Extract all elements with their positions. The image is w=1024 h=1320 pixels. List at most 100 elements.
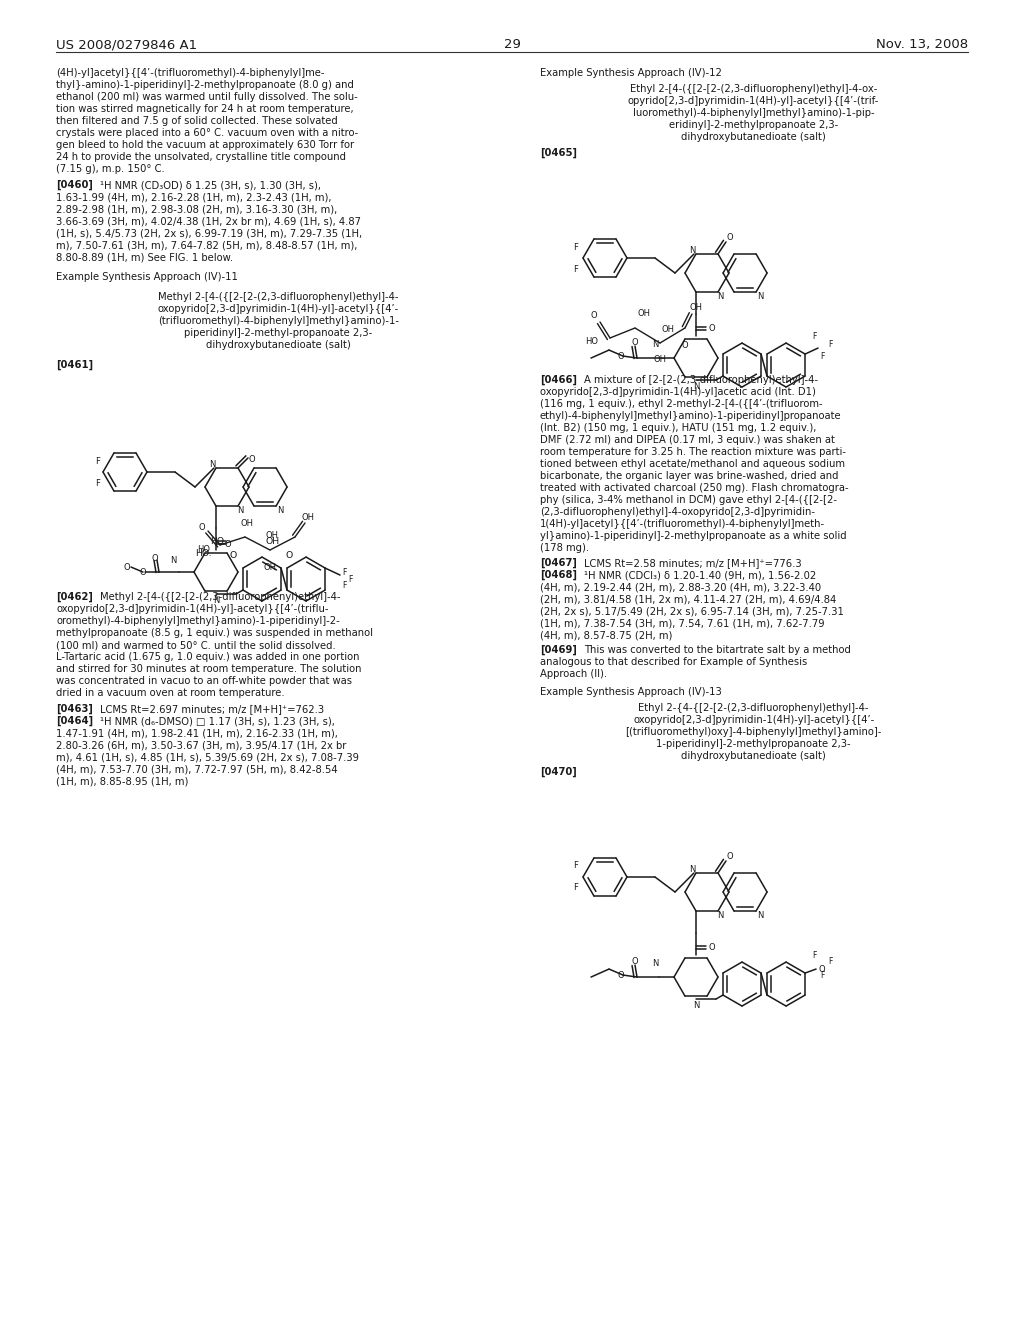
Text: N: N <box>276 506 284 515</box>
Text: dihydroxybutanedioate (salt): dihydroxybutanedioate (salt) <box>681 132 826 143</box>
Text: (1H, m), 8.85-8.95 (1H, m): (1H, m), 8.85-8.95 (1H, m) <box>56 776 188 785</box>
Text: [0461]: [0461] <box>56 360 93 371</box>
Text: F: F <box>573 264 579 273</box>
Text: [0466]: [0466] <box>540 375 577 385</box>
Text: piperidinyl]-2-methyl-propanoate 2,3-: piperidinyl]-2-methyl-propanoate 2,3- <box>184 327 373 338</box>
Text: [0463]: [0463] <box>56 704 93 714</box>
Text: (116 mg, 1 equiv.), ethyl 2-methyl-2-[4-({[4’-(trifluorom-: (116 mg, 1 equiv.), ethyl 2-methyl-2-[4-… <box>540 399 822 409</box>
Text: and stirred for 30 minutes at room temperature. The solution: and stirred for 30 minutes at room tempe… <box>56 664 361 675</box>
Text: F: F <box>820 351 824 360</box>
Text: O: O <box>249 455 255 465</box>
Text: O: O <box>727 853 733 862</box>
Text: dihydroxybutanedioate (salt): dihydroxybutanedioate (salt) <box>206 341 350 350</box>
Text: m), 7.50-7.61 (3H, m), 7.64-7.82 (5H, m), 8.48-8.57 (1H, m),: m), 7.50-7.61 (3H, m), 7.64-7.82 (5H, m)… <box>56 240 357 249</box>
Text: O: O <box>617 970 625 979</box>
Text: ¹H NMR (CDCl₃) δ 1.20-1.40 (9H, m), 1.56-2.02: ¹H NMR (CDCl₃) δ 1.20-1.40 (9H, m), 1.56… <box>584 570 816 579</box>
Text: O: O <box>727 234 733 243</box>
Text: [0470]: [0470] <box>540 767 577 777</box>
Text: oxopyrido[2,3-d]pyrimidin-1(4H)-yl]acetic acid (Int. D1): oxopyrido[2,3-d]pyrimidin-1(4H)-yl]aceti… <box>540 387 815 397</box>
Text: OH: OH <box>637 309 650 318</box>
Text: N: N <box>717 911 723 920</box>
Text: methylpropanoate (8.5 g, 1 equiv.) was suspended in methanol: methylpropanoate (8.5 g, 1 equiv.) was s… <box>56 628 374 638</box>
Text: N: N <box>170 556 176 565</box>
Text: 1.47-1.91 (4H, m), 1.98-2.41 (1H, m), 2.16-2.33 (1H, m),: 1.47-1.91 (4H, m), 1.98-2.41 (1H, m), 2.… <box>56 729 338 738</box>
Text: 1(4H)-yl]acetyl}{[4’-(trifluoromethyl)-4-biphenylyl]meth-: 1(4H)-yl]acetyl}{[4’-(trifluoromethyl)-4… <box>540 519 824 529</box>
Text: [0465]: [0465] <box>540 148 577 158</box>
Text: N: N <box>689 866 695 874</box>
Text: O: O <box>230 550 238 560</box>
Text: (4H, m), 7.53-7.70 (3H, m), 7.72-7.97 (5H, m), 8.42-8.54: (4H, m), 7.53-7.70 (3H, m), 7.72-7.97 (5… <box>56 764 338 774</box>
Text: N: N <box>693 1001 699 1010</box>
Text: Example Synthesis Approach (IV)-13: Example Synthesis Approach (IV)-13 <box>540 686 721 697</box>
Text: bicarbonate, the organic layer was brine-washed, dried and: bicarbonate, the organic layer was brine… <box>540 471 839 480</box>
Text: (trifluoromethyl)-4-biphenylyl]methyl}amino)-1-: (trifluoromethyl)-4-biphenylyl]methyl}am… <box>158 315 398 326</box>
Text: OH: OH <box>241 519 254 528</box>
Text: F: F <box>95 457 100 466</box>
Text: [0462]: [0462] <box>56 591 93 602</box>
Text: DMF (2.72 ml) and DIPEA (0.17 ml, 3 equiv.) was shaken at: DMF (2.72 ml) and DIPEA (0.17 ml, 3 equi… <box>540 436 835 445</box>
Text: yl}amino)-1-piperidinyl]-2-methylpropanoate as a white solid: yl}amino)-1-piperidinyl]-2-methylpropano… <box>540 531 846 541</box>
Text: Ethyl 2-[4-({[2-[2-(2,3-difluorophenyl)ethyl]-4-ox-: Ethyl 2-[4-({[2-[2-(2,3-difluorophenyl)e… <box>630 84 878 94</box>
Text: F: F <box>573 243 579 252</box>
Text: O: O <box>617 351 625 360</box>
Text: (1H, s), 5.4/5.73 (2H, 2x s), 6.99-7.19 (3H, m), 7.29-7.35 (1H,: (1H, s), 5.4/5.73 (2H, 2x s), 6.99-7.19 … <box>56 228 362 238</box>
Text: F: F <box>95 479 100 487</box>
Text: 24 h to provide the unsolvated, crystalline title compound: 24 h to provide the unsolvated, crystall… <box>56 152 346 162</box>
Text: HO: HO <box>586 338 598 346</box>
Text: oxopyrido[2,3-d]pyrimidin-1(4H)-yl]-acetyl}{[4’-(triflu-: oxopyrido[2,3-d]pyrimidin-1(4H)-yl]-acet… <box>56 605 329 614</box>
Text: HO: HO <box>198 544 211 553</box>
Text: 1-piperidinyl]-2-methylpropanoate 2,3-: 1-piperidinyl]-2-methylpropanoate 2,3- <box>656 739 851 748</box>
Text: 2.80-3.26 (6H, m), 3.50-3.67 (3H, m), 3.95/4.17 (1H, 2x br: 2.80-3.26 (6H, m), 3.50-3.67 (3H, m), 3.… <box>56 741 347 750</box>
Text: LCMS Rt=2.58 minutes; m/z [M+H]⁺=776.3: LCMS Rt=2.58 minutes; m/z [M+H]⁺=776.3 <box>584 558 801 568</box>
Text: O: O <box>632 338 638 347</box>
Text: OH: OH <box>301 512 314 521</box>
Text: Example Synthesis Approach (IV)-12: Example Synthesis Approach (IV)-12 <box>540 69 722 78</box>
Text: O: O <box>124 562 130 572</box>
Text: [0460]: [0460] <box>56 180 93 190</box>
Text: F: F <box>827 339 833 348</box>
Text: 3.66-3.69 (3H, m), 4.02/4.38 (1H, 2x br m), 4.69 (1H, s), 4.87: 3.66-3.69 (3H, m), 4.02/4.38 (1H, 2x br … <box>56 216 361 226</box>
Text: oxopyrido[2,3-d]pyrimidin-1(4H)-yl]-acetyl}{[4’-: oxopyrido[2,3-d]pyrimidin-1(4H)-yl]-acet… <box>158 304 398 314</box>
Text: O: O <box>139 568 146 577</box>
Text: 29: 29 <box>504 38 520 51</box>
Text: LCMS Rt=2.697 minutes; m/z [M+H]⁺=762.3: LCMS Rt=2.697 minutes; m/z [M+H]⁺=762.3 <box>100 704 325 714</box>
Text: Ethyl 2-{4-{[2-[2-(2,3-difluorophenyl)ethyl]-4-: Ethyl 2-{4-{[2-[2-(2,3-difluorophenyl)et… <box>638 704 869 713</box>
Text: OH: OH <box>265 531 279 540</box>
Text: ethyl)-4-biphenylyl]methyl}amino)-1-piperidinyl]propanoate: ethyl)-4-biphenylyl]methyl}amino)-1-pipe… <box>540 411 842 421</box>
Text: dried in a vacuum oven at room temperature.: dried in a vacuum oven at room temperatu… <box>56 688 285 698</box>
Text: phy (silica, 3-4% methanol in DCM) gave ethyl 2-[4-({[2-[2-: phy (silica, 3-4% methanol in DCM) gave … <box>540 495 837 506</box>
Text: O: O <box>285 550 292 560</box>
Text: Methyl 2-[4-({[2-[2-(2,3-difluorophenyl)ethyl]-4-: Methyl 2-[4-({[2-[2-(2,3-difluorophenyl)… <box>158 292 398 302</box>
Text: N: N <box>689 247 695 256</box>
Text: US 2008/0279846 A1: US 2008/0279846 A1 <box>56 38 198 51</box>
Text: O: O <box>682 342 688 351</box>
Text: (4H)-yl]acetyl}{[4’-(trifluoromethyl)-4-biphenylyl]me-: (4H)-yl]acetyl}{[4’-(trifluoromethyl)-4-… <box>56 69 325 78</box>
Text: analogous to that described for Example of Synthesis: analogous to that described for Example … <box>540 657 807 667</box>
Text: OH: OH <box>653 355 667 364</box>
Text: [(trifluoromethyl)oxy]-4-biphenylyl]methyl}amino]-: [(trifluoromethyl)oxy]-4-biphenylyl]meth… <box>626 727 882 737</box>
Text: O: O <box>819 965 825 974</box>
Text: gen bleed to hold the vacuum at approximately 630 Torr for: gen bleed to hold the vacuum at approxim… <box>56 140 354 150</box>
Text: Methyl 2-[4-({[2-[2-(2,3-difluorophenyl)ethyl]-4-: Methyl 2-[4-({[2-[2-(2,3-difluorophenyl)… <box>100 591 341 602</box>
Text: 1.63-1.99 (4H, m), 2.16-2.28 (1H, m), 2.3-2.43 (1H, m),: 1.63-1.99 (4H, m), 2.16-2.28 (1H, m), 2.… <box>56 191 332 202</box>
Text: [0468]: [0468] <box>540 570 577 581</box>
Text: (4H, m), 2.19-2.44 (2H, m), 2.88-3.20 (4H, m), 3.22-3.40: (4H, m), 2.19-2.44 (2H, m), 2.88-3.20 (4… <box>540 582 821 591</box>
Text: O: O <box>152 553 159 562</box>
Text: O: O <box>709 942 716 952</box>
Text: (7.15 g), m.p. 150° C.: (7.15 g), m.p. 150° C. <box>56 164 165 174</box>
Text: crystals were placed into a 60° C. vacuum oven with a nitro-: crystals were placed into a 60° C. vacuu… <box>56 128 358 139</box>
Text: eridinyl]-2-methylpropanoate 2,3-: eridinyl]-2-methylpropanoate 2,3- <box>669 120 839 129</box>
Text: O: O <box>709 323 716 333</box>
Text: (2,3-difluorophenyl)ethyl]-4-oxopyrido[2,3-d]pyrimidin-: (2,3-difluorophenyl)ethyl]-4-oxopyrido[2… <box>540 507 815 517</box>
Text: (4H, m), 8.57-8.75 (2H, m): (4H, m), 8.57-8.75 (2H, m) <box>540 630 672 640</box>
Text: (178 mg).: (178 mg). <box>540 543 589 553</box>
Text: opyrido[2,3-d]pyrimidin-1(4H)-yl]-acetyl}{[4’-(trif-: opyrido[2,3-d]pyrimidin-1(4H)-yl]-acetyl… <box>628 96 880 106</box>
Text: OH: OH <box>689 304 702 313</box>
Text: ¹H NMR (CD₃OD) δ 1.25 (3H, s), 1.30 (3H, s),: ¹H NMR (CD₃OD) δ 1.25 (3H, s), 1.30 (3H,… <box>100 180 322 190</box>
Text: N: N <box>717 292 723 301</box>
Text: oxopyrido[2,3-d]pyrimidin-1(4H)-yl]-acetyl}{[4’-: oxopyrido[2,3-d]pyrimidin-1(4H)-yl]-acet… <box>633 715 874 725</box>
Text: oromethyl)-4-biphenylyl]methyl}amino)-1-piperidinyl]-2-: oromethyl)-4-biphenylyl]methyl}amino)-1-… <box>56 616 340 626</box>
Text: HO.: HO. <box>195 549 212 558</box>
Text: tioned between ethyl acetate/methanol and aqueous sodium: tioned between ethyl acetate/methanol an… <box>540 459 845 469</box>
Text: N: N <box>652 339 658 348</box>
